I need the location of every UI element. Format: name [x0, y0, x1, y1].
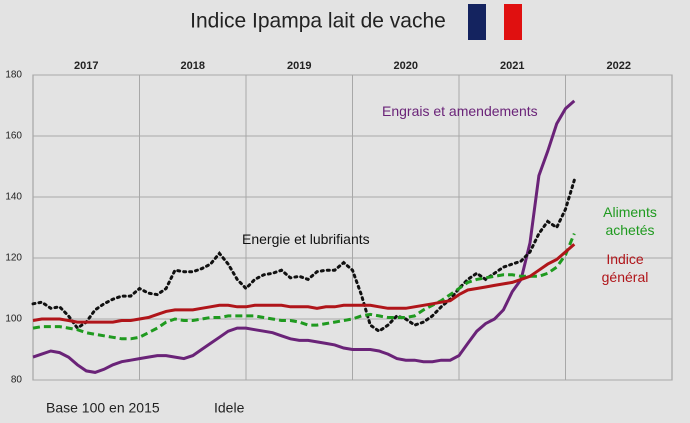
series-line: [31, 178, 576, 334]
chart-title: Indice Ipampa lait de vache: [190, 10, 446, 33]
y-tick-label: 120: [5, 253, 22, 264]
y-tick-label: 80: [11, 375, 23, 386]
y-tick-label: 140: [5, 192, 22, 203]
y-tick-label: 160: [5, 131, 22, 142]
series-line: [32, 233, 576, 341]
period-label: 2018: [181, 60, 205, 72]
period-label: 2019: [287, 60, 311, 72]
series-label: Energie et lubrifiants: [242, 231, 370, 247]
series-label: Aliments achetés: [603, 204, 657, 238]
note: Idele: [214, 400, 245, 416]
series-line: [32, 99, 576, 374]
flag-white: [486, 4, 504, 40]
period-label: 2022: [607, 60, 631, 72]
note: Base 100 en 2015: [46, 400, 160, 416]
flag-red: [504, 4, 522, 40]
y-tick-label: 100: [5, 314, 22, 325]
series-line: [32, 243, 576, 324]
series-label: Engrais et amendements: [382, 103, 538, 119]
period-label: 2020: [394, 60, 418, 72]
y-tick-label: 180: [5, 70, 22, 81]
series-label: Indice général: [601, 251, 649, 285]
period-label: 2021: [500, 60, 524, 72]
period-label: 2017: [74, 60, 98, 72]
flag-blue: [468, 4, 486, 40]
